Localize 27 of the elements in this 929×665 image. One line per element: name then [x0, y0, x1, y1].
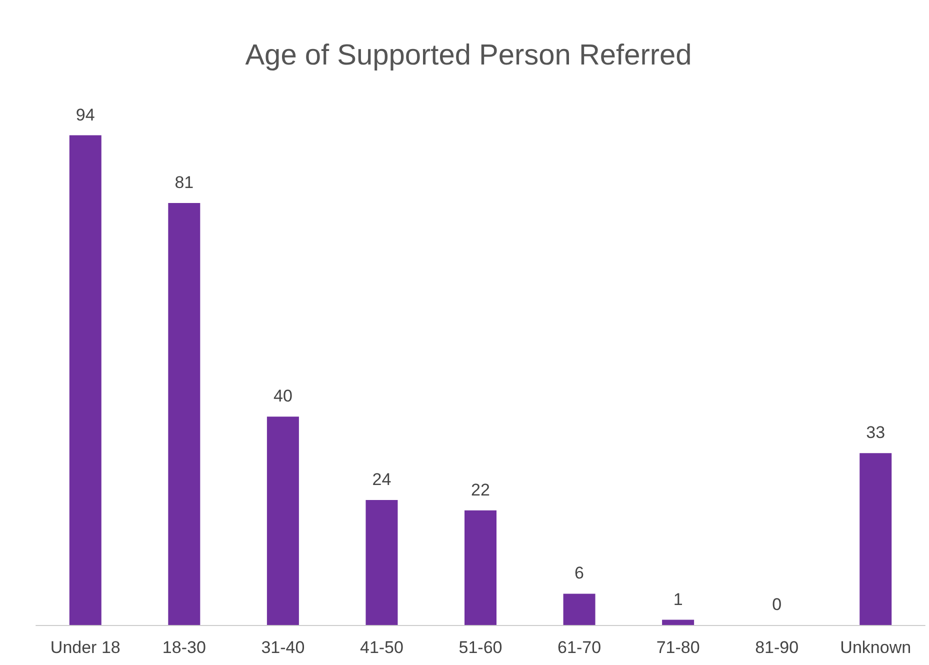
x-tick-label: 18-30	[162, 638, 206, 657]
bar	[266, 416, 299, 625]
data-label: 6	[574, 564, 584, 583]
bar	[69, 135, 102, 625]
x-tick-label: 71-80	[656, 638, 700, 657]
data-label: 94	[76, 105, 95, 124]
data-label: 22	[471, 480, 490, 500]
bar	[366, 500, 398, 625]
x-tick-label: 51-60	[458, 638, 502, 657]
data-label: 81	[174, 172, 194, 192]
data-label: 24	[372, 470, 392, 489]
x-tick-label: 41-50	[360, 638, 404, 657]
data-label: 0	[772, 595, 782, 614]
x-tick-label: 61-70	[558, 638, 602, 657]
x-tick-label: 31-40	[261, 638, 305, 657]
bar	[662, 620, 694, 625]
x-tick-label: Under 18	[50, 638, 120, 657]
data-label: 1	[673, 590, 683, 609]
bar	[563, 594, 596, 625]
bar	[464, 510, 496, 625]
bar	[168, 202, 200, 625]
data-label: 33	[866, 423, 886, 442]
x-tick-label: 81-90	[755, 638, 799, 657]
data-label: 40	[273, 386, 292, 406]
bar	[860, 453, 892, 625]
chart-title: Age of Supported Person Referred	[245, 40, 692, 72]
x-tick-label: Unknown	[840, 638, 912, 657]
